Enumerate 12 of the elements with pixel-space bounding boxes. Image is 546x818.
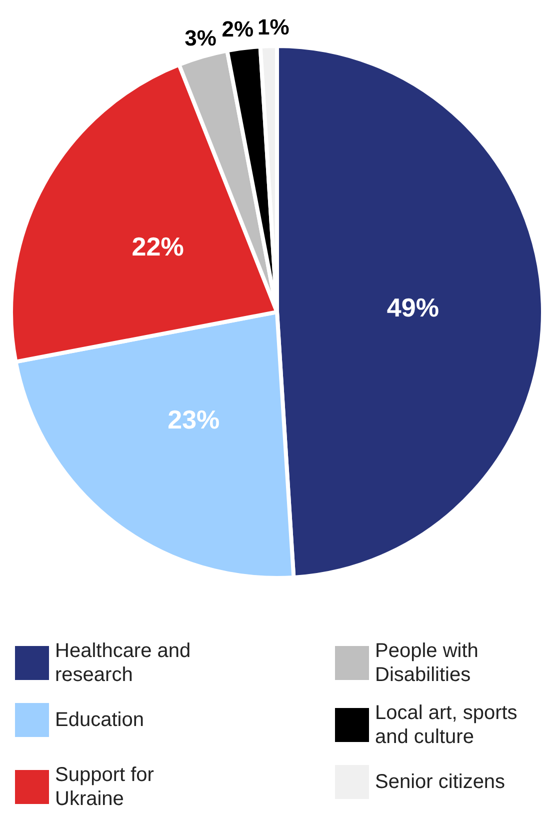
legend-label: Support for Ukraine <box>55 764 160 810</box>
data-label: 3% <box>184 25 216 50</box>
legend-label: Healthcare and research <box>55 640 196 686</box>
data-label: 23% <box>168 404 220 434</box>
legend-label: Local art, sports and culture <box>375 702 523 748</box>
legend-label: Senior citizens <box>375 771 506 793</box>
legend-label: Education <box>55 709 144 731</box>
data-label: 1% <box>258 14 290 40</box>
legend-label: People with Disabilities <box>375 640 484 686</box>
data-label: 49% <box>386 292 439 323</box>
data-label: 2% <box>222 16 254 42</box>
data-label: 22% <box>132 231 184 262</box>
